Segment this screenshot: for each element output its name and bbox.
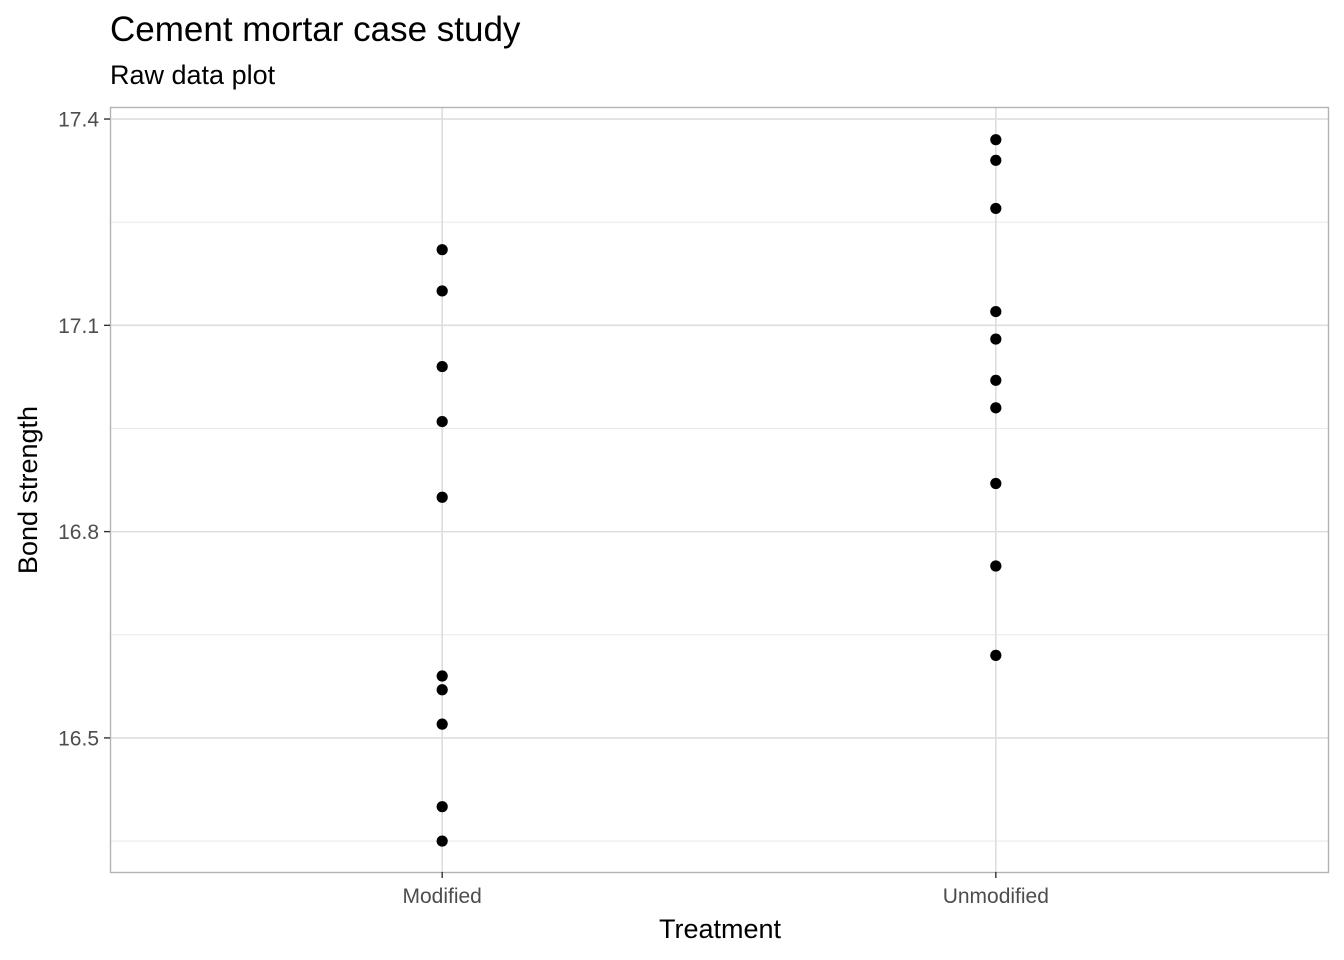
x-tick-label: Modified <box>402 885 481 908</box>
chart-subtitle: Raw data plot <box>110 60 276 90</box>
y-tick-label: 17.1 <box>58 315 99 338</box>
minor-gridlines <box>110 221 1328 842</box>
data-point <box>436 835 448 847</box>
data-point <box>990 649 1002 661</box>
data-point <box>436 670 448 682</box>
data-point <box>436 360 448 373</box>
y-tick-label: 16.8 <box>58 521 99 544</box>
data-point <box>990 305 1002 318</box>
data-point <box>436 244 448 256</box>
data-point <box>990 202 1002 215</box>
y-tick-label: 17.4 <box>58 109 99 132</box>
y-tick-label: 16.5 <box>58 727 99 750</box>
y-axis-ticks: 16.5 16.8 17.1 17.4 <box>58 109 110 750</box>
data-point <box>990 560 1002 572</box>
major-gridlines <box>110 107 1328 872</box>
data-point <box>436 718 448 730</box>
data-point <box>990 374 1002 386</box>
data-point <box>990 333 1002 345</box>
data-point <box>990 477 1002 490</box>
data-point <box>990 154 1002 166</box>
x-axis-title: Treatment <box>659 914 782 944</box>
chart-title: Cement mortar case study <box>110 10 521 49</box>
data-point <box>436 684 448 696</box>
y-axis-title: Bond strength <box>13 406 43 574</box>
panel-border <box>109 106 1330 874</box>
data-point <box>436 491 448 503</box>
data-point <box>436 285 448 297</box>
data-point <box>990 402 1002 414</box>
data-points <box>436 134 1002 847</box>
data-point <box>990 134 1002 146</box>
data-point <box>436 415 448 428</box>
data-point <box>436 801 448 813</box>
x-axis-ticks: Modified Unmodified <box>402 872 1049 908</box>
x-tick-label: Unmodified <box>943 885 1049 908</box>
